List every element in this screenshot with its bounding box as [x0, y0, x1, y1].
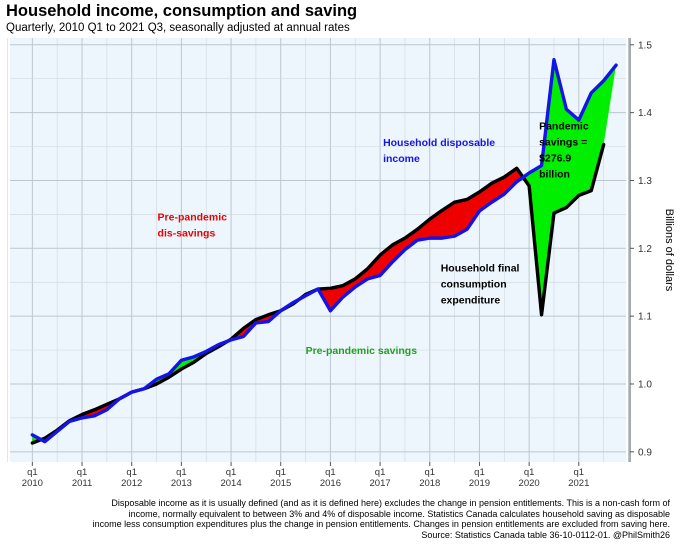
annotation-line: income — [383, 153, 420, 165]
annotation-label: Pre-pandemic savings — [306, 345, 418, 357]
chart-title: Household income, consumption and saving — [6, 2, 358, 20]
annotation-line: $276.9 — [539, 153, 571, 165]
x-tick-year: 2018 — [419, 478, 440, 489]
x-tick-year: 2013 — [171, 478, 192, 489]
x-tick-quarter: q1 — [226, 467, 237, 478]
y-tick-label: 1.1 — [638, 312, 652, 323]
x-tick-quarter: q1 — [375, 467, 386, 478]
y-tick-label: 1.0 — [638, 379, 652, 390]
x-tick-quarter: q1 — [325, 467, 336, 478]
x-axis: q12010q12011q12012q12013q12014q12015q120… — [22, 462, 589, 489]
annotation-line: dis-savings — [158, 227, 216, 239]
caption-source: Source: Statistics Canada table 36-10-01… — [421, 529, 670, 540]
y-tick-label: 1.3 — [638, 176, 652, 187]
plot-panel — [10, 38, 626, 462]
chart-caption: Disposable income as it is usually defin… — [70, 498, 670, 540]
x-tick-quarter: q1 — [424, 467, 435, 478]
annotation-line: expenditure — [441, 294, 501, 306]
income-line — [30, 58, 618, 444]
x-tick-quarter: q1 — [126, 467, 137, 478]
chart-subtitle: Quarterly, 2010 Q1 to 2021 Q3, seasonall… — [6, 22, 350, 34]
caption-line: Disposable income as it is usually defin… — [111, 498, 670, 508]
y-axis-label: Billions of dollars — [663, 209, 675, 292]
y-tick-label: 1.2 — [638, 244, 652, 255]
x-tick-quarter: q1 — [27, 467, 38, 478]
x-tick-quarter: q1 — [77, 467, 88, 478]
y-axis: 0.9 1.0 1.1 1.2 1.3 1.4 1.5 Billions of dollars — [629, 38, 675, 462]
x-tick-year: 2017 — [370, 478, 391, 489]
x-tick-year: 2015 — [270, 478, 291, 489]
annotations: Household disposable income Pre-pandemic di… — [158, 121, 589, 358]
x-tick-year: 2016 — [320, 478, 341, 489]
x-tick-year: 2021 — [568, 478, 589, 489]
annotation-line: Pre-pandemic — [158, 211, 228, 223]
y-tick-label: 1.4 — [638, 108, 652, 119]
x-tick-year: 2020 — [519, 478, 540, 489]
annotation-line: Household final — [441, 262, 520, 274]
annotation-label: Household final consumption expenditure — [441, 262, 520, 306]
x-tick-quarter: q1 — [176, 467, 187, 478]
x-tick-year: 2014 — [220, 478, 241, 489]
annotation-line: Pandemic — [539, 121, 589, 133]
annotation-line: Household disposable — [383, 137, 495, 149]
x-tick-quarter: q1 — [524, 467, 535, 478]
x-tick-year: 2012 — [121, 478, 142, 489]
annotation-line: billion — [539, 169, 570, 181]
x-tick-year: 2011 — [72, 478, 92, 489]
annotation-label: Pre-pandemic dis-savings — [158, 211, 228, 239]
y-tick-label: 1.5 — [638, 40, 652, 51]
annotation-label: Household disposable income — [383, 137, 495, 165]
caption-line: income less consumption expenditures plu… — [92, 519, 670, 529]
caption-line: income, normally equivalent to between 3… — [128, 508, 670, 519]
x-tick-year: 2019 — [469, 478, 490, 489]
annotation-line: consumption — [441, 278, 507, 290]
x-tick-quarter: q1 — [275, 467, 286, 478]
x-tick-quarter: q1 — [574, 467, 585, 478]
x-tick-year: 2010 — [22, 478, 43, 489]
y-tick-label: 0.9 — [638, 447, 652, 458]
savings-area — [603, 65, 617, 145]
x-tick-quarter: q1 — [474, 467, 485, 478]
annotation-line: Pre-pandemic savings — [306, 345, 418, 357]
annotation-label: Pandemic savings = $276.9 billion — [539, 121, 589, 181]
annotation-line: savings = — [539, 137, 587, 149]
